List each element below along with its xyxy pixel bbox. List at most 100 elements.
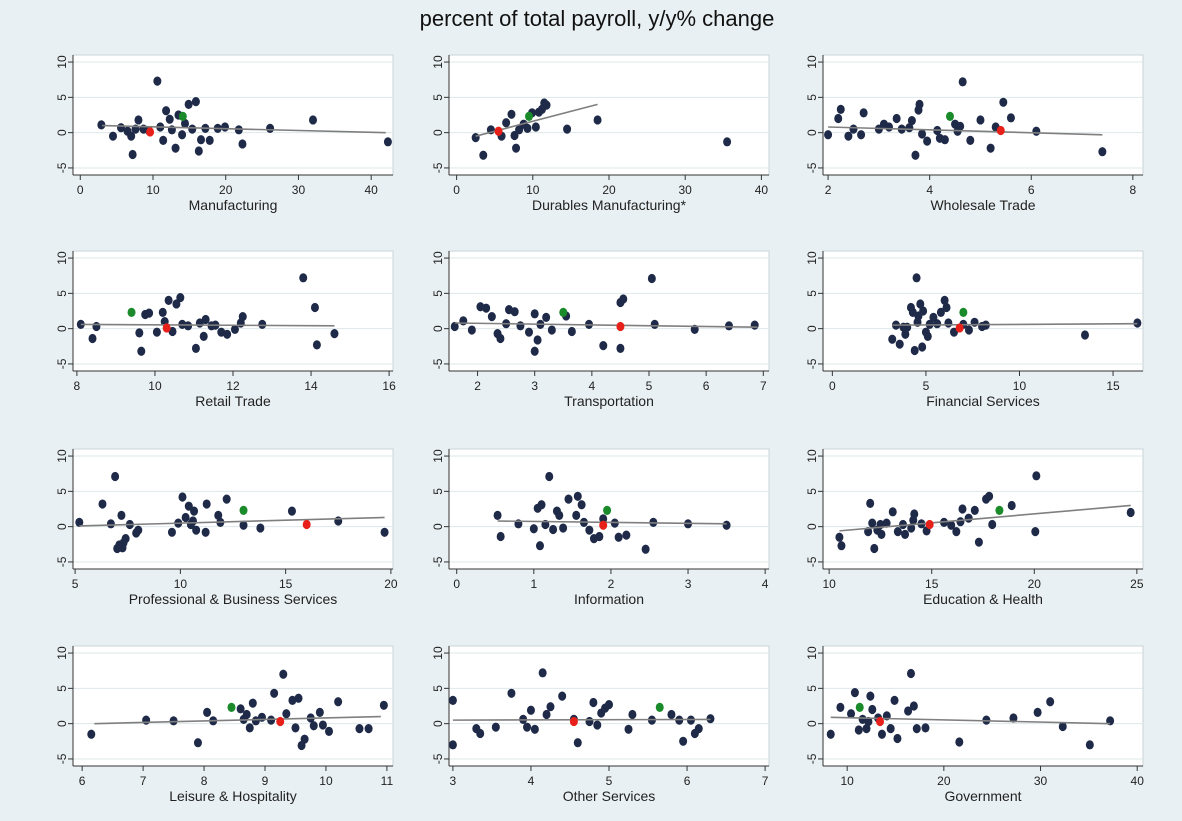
y-tick-label: 0 [431,129,445,136]
data-point [910,345,919,356]
fit-line [94,715,381,725]
fit-line [79,516,385,527]
data-point [605,699,613,710]
data-point [152,327,161,337]
data-point [531,122,540,132]
data-point [903,322,912,332]
highlight-point-red [599,520,608,530]
data-point [837,541,846,551]
data-point [564,494,573,504]
y-tick-label: 5 [431,290,445,297]
scatter-panel: -5 0 5 10 5 10 15 20 Professional & Business Ser… [55,448,398,607]
x-tick-label: 8 [201,774,208,788]
data-point [165,114,174,124]
highlight-point-red [955,323,964,333]
x-tick-label: 10 [526,183,540,197]
x-tick-label: 40 [755,183,769,197]
data-point [892,113,901,124]
data-point [97,120,106,130]
x-tick-label: 7 [760,379,767,393]
data-point [888,507,897,517]
scatter-panel: -5 0 5 10 8 10 12 14 16 Retail Trade [55,250,396,409]
data-point [380,527,389,537]
data-point [1033,707,1042,717]
data-point [964,513,973,523]
data-point [964,325,973,335]
data-point [667,709,676,720]
data-point [266,123,275,134]
highlight-point-red [925,519,934,530]
data-point [142,715,151,725]
data-point [622,530,631,540]
data-point [364,723,373,734]
y-tick-label: 0 [805,523,819,530]
y-tick-label: 5 [55,488,69,495]
highlight-point-green [945,111,954,122]
data-point [942,302,951,313]
x-tick-label: 9 [262,774,269,788]
data-point [222,494,231,504]
x-tick-label: 20 [1028,577,1042,591]
data-point [824,130,833,140]
highlight-point-red [616,321,625,332]
data-point [542,312,551,322]
data-point [888,334,897,344]
y-tick-label: -5 [805,556,819,567]
y-tick-label: -5 [431,753,445,764]
x-tick-label: 10 [840,774,854,788]
data-point [202,499,211,509]
data-point [309,721,318,731]
data-point [952,526,961,537]
data-point [986,143,995,153]
data-point [595,531,604,542]
data-point [921,723,930,733]
data-point [857,130,866,140]
y-tick-label: 0 [431,720,445,727]
highlight-point-red [494,126,503,136]
x-tick-label: 15 [1106,379,1120,393]
y-tick-label: 10 [55,55,69,69]
highlight-point-red [876,716,885,727]
y-tick-label: 5 [55,94,69,101]
data-point [171,143,180,153]
x-tick-label: 20 [384,577,398,591]
data-point [496,333,505,344]
data-point [294,693,303,703]
data-point [577,500,586,510]
data-point [287,506,296,516]
y-tick-label: 5 [431,94,445,101]
x-tick-label: 8 [74,379,81,393]
scatter-panel: -5 0 5 10 10 15 20 25 Education & Health [805,448,1144,607]
data-point [916,299,925,309]
data-point [248,698,257,708]
data-point [907,523,916,533]
data-point [291,723,300,733]
data-point [970,505,979,516]
y-tick-label: 10 [55,449,69,463]
x-tick-label: 6 [1028,183,1035,197]
x-tick-label: 10 [146,183,160,197]
y-tick-label: 10 [431,55,445,69]
data-point [533,335,542,345]
data-point [135,328,144,338]
data-point [616,343,625,354]
data-point [512,143,521,153]
y-tick-label: -5 [55,556,69,567]
data-point [448,695,457,705]
fit-line [80,323,335,327]
x-axis-label: Other Services [563,788,656,804]
data-point [907,116,916,126]
y-tick-label: 5 [805,488,819,495]
data-point [201,314,210,325]
data-point [573,738,582,748]
data-point [192,525,201,535]
data-point [923,136,932,146]
data-point [167,527,176,537]
highlight-point-red [146,127,155,137]
y-tick-label: 5 [431,685,445,692]
x-tick-label: 20 [937,774,951,788]
y-tick-label: 10 [805,251,819,265]
data-point [309,115,317,125]
y-tick-label: 10 [805,646,819,660]
data-point [134,115,143,125]
